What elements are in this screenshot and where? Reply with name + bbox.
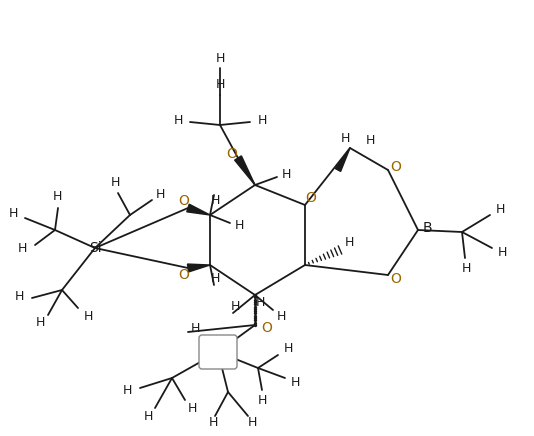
Polygon shape bbox=[234, 156, 255, 185]
Text: B: B bbox=[422, 221, 432, 235]
Text: H: H bbox=[344, 236, 354, 249]
Text: H: H bbox=[257, 113, 266, 126]
Text: H: H bbox=[340, 132, 350, 144]
Text: H: H bbox=[143, 409, 153, 422]
Text: H: H bbox=[230, 300, 240, 313]
Text: H: H bbox=[35, 316, 45, 328]
Text: O: O bbox=[390, 272, 402, 286]
Text: O: O bbox=[178, 268, 190, 282]
Text: H: H bbox=[461, 262, 470, 275]
Text: O: O bbox=[178, 194, 190, 208]
Text: H: H bbox=[208, 416, 218, 429]
Text: H: H bbox=[284, 341, 293, 354]
Text: H: H bbox=[215, 78, 225, 91]
Text: O: O bbox=[262, 321, 272, 335]
Polygon shape bbox=[187, 264, 210, 272]
Text: H: H bbox=[210, 194, 219, 208]
Text: H: H bbox=[215, 52, 225, 65]
Text: H: H bbox=[122, 384, 132, 396]
Text: H: H bbox=[83, 310, 93, 323]
Text: Si: Si bbox=[211, 345, 224, 359]
Text: H: H bbox=[111, 177, 120, 190]
Text: O: O bbox=[226, 147, 238, 161]
Text: H: H bbox=[155, 188, 164, 201]
Text: H: H bbox=[52, 191, 62, 204]
Text: H: H bbox=[190, 321, 200, 334]
Text: H: H bbox=[187, 402, 197, 415]
Text: H: H bbox=[281, 167, 290, 181]
Text: H: H bbox=[496, 204, 505, 217]
Text: O: O bbox=[305, 191, 317, 205]
Text: H: H bbox=[174, 113, 183, 126]
FancyBboxPatch shape bbox=[199, 335, 237, 369]
Text: Si: Si bbox=[89, 241, 101, 255]
Text: H: H bbox=[14, 290, 23, 303]
Text: H: H bbox=[210, 272, 219, 286]
Polygon shape bbox=[335, 148, 350, 171]
Text: H: H bbox=[365, 133, 375, 146]
Text: H: H bbox=[257, 394, 266, 406]
Text: H: H bbox=[255, 296, 265, 310]
Text: H: H bbox=[9, 208, 18, 221]
Text: O: O bbox=[390, 160, 402, 174]
Text: H: H bbox=[17, 242, 27, 255]
Text: H: H bbox=[247, 416, 257, 429]
Text: H: H bbox=[234, 219, 244, 232]
Text: H: H bbox=[497, 245, 507, 259]
Text: H: H bbox=[276, 310, 286, 324]
Text: H: H bbox=[290, 375, 300, 388]
Polygon shape bbox=[187, 204, 210, 215]
